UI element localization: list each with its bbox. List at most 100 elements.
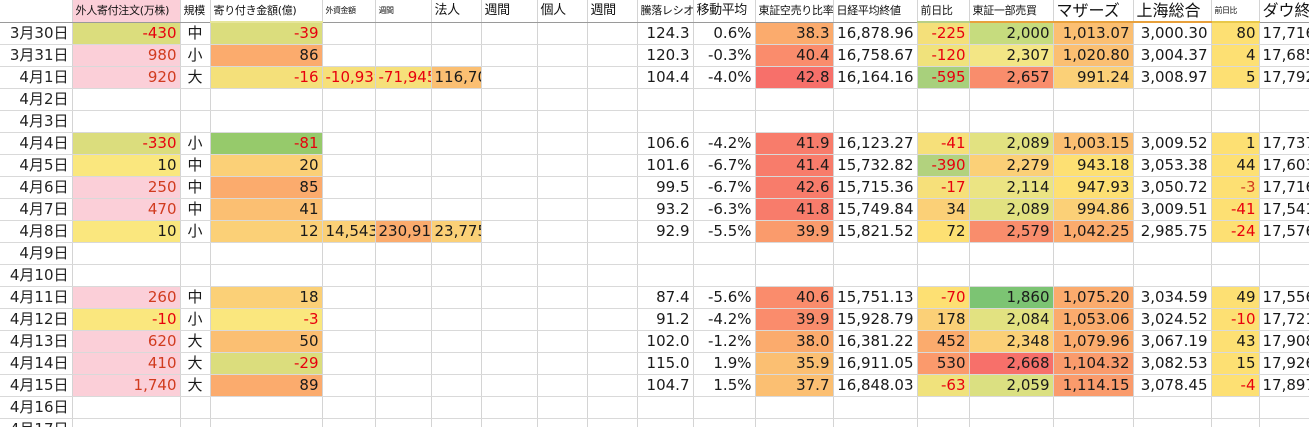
cell-shanghai[interactable]: 3,082.53 <box>1133 352 1212 375</box>
cell-houjin[interactable] <box>431 198 482 221</box>
cell-houjin_w[interactable] <box>481 198 538 221</box>
row-date[interactable]: 4月7日 <box>0 198 73 221</box>
cell-karauri[interactable]: 41.8 <box>755 198 834 221</box>
cell-touraku[interactable]: 93.2 <box>637 198 694 221</box>
cell-touraku[interactable] <box>637 418 694 427</box>
column-header-gaishi[interactable]: 外資金額 <box>322 0 376 23</box>
cell-karauri[interactable]: 38.0 <box>755 330 834 353</box>
cell-gaijin[interactable]: 10 <box>72 220 181 243</box>
cell-zenjitsu2[interactable]: -41 <box>1211 198 1260 221</box>
cell-gaishi[interactable] <box>322 110 376 133</box>
cell-houjin[interactable] <box>431 396 482 419</box>
cell-touraku[interactable] <box>637 264 694 287</box>
cell-touraku[interactable]: 102.0 <box>637 330 694 353</box>
cell-gaishi_w[interactable] <box>375 286 432 309</box>
cell-houjin[interactable] <box>431 330 482 353</box>
cell-touraku[interactable]: 92.9 <box>637 220 694 243</box>
cell-zenjitsu1[interactable]: -70 <box>917 286 970 309</box>
cell-houjin[interactable] <box>431 132 482 155</box>
cell-houjin_w[interactable] <box>481 220 538 243</box>
cell-zenjitsu2[interactable]: 49 <box>1211 286 1260 309</box>
cell-kojin[interactable] <box>537 418 588 427</box>
cell-kojin[interactable] <box>537 110 588 133</box>
column-header-touhou[interactable]: 東証一部売買 <box>969 0 1054 23</box>
cell-nikkei[interactable] <box>833 396 918 419</box>
cell-gaishi[interactable] <box>322 198 376 221</box>
table-row[interactable]: 4月11日 260 中 18 87.4 -5.6% 40.6 15,751.13 -70 1,86… <box>0 286 1309 309</box>
column-header-mothers[interactable]: マザーズ <box>1053 0 1134 23</box>
cell-mothers[interactable]: 994.86 <box>1053 198 1134 221</box>
cell-size[interactable]: 小 <box>180 44 211 67</box>
cell-kojin_w[interactable] <box>587 110 638 133</box>
cell-shanghai[interactable] <box>1133 242 1212 265</box>
cell-touhou[interactable]: 2,279 <box>969 154 1054 177</box>
cell-zenjitsu1[interactable]: -225 <box>917 22 970 45</box>
cell-idou[interactable]: 1.5% <box>693 374 756 397</box>
cell-houjin_w[interactable] <box>481 88 538 111</box>
cell-idou[interactable]: 1.9% <box>693 352 756 375</box>
column-header-size[interactable]: 規模 <box>180 0 211 23</box>
cell-kojin_w[interactable] <box>587 396 638 419</box>
cell-nikkei[interactable]: 16,123.27 <box>833 132 918 155</box>
cell-houjin[interactable] <box>431 176 482 199</box>
cell-zenjitsu2[interactable]: -24 <box>1211 220 1260 243</box>
cell-kojin[interactable] <box>537 44 588 67</box>
cell-shanghai[interactable]: 3,008.97 <box>1133 66 1212 89</box>
cell-mothers[interactable] <box>1053 242 1134 265</box>
cell-yoritsuki[interactable]: -29 <box>210 352 323 375</box>
cell-zenjitsu1[interactable]: -120 <box>917 44 970 67</box>
cell-touraku[interactable] <box>637 110 694 133</box>
cell-shanghai[interactable] <box>1133 396 1212 419</box>
cell-houjin_w[interactable] <box>481 264 538 287</box>
cell-size[interactable]: 大 <box>180 352 211 375</box>
cell-kojin_w[interactable] <box>587 330 638 353</box>
cell-zenjitsu2[interactable] <box>1211 88 1260 111</box>
cell-houjin_w[interactable] <box>481 330 538 353</box>
row-date[interactable]: 4月14日 <box>0 352 73 375</box>
cell-size[interactable]: 大 <box>180 330 211 353</box>
cell-gaishi[interactable]: 14,543 <box>322 220 376 243</box>
cell-gaishi[interactable] <box>322 396 376 419</box>
cell-kojin_w[interactable] <box>587 242 638 265</box>
cell-touraku[interactable]: 124.3 <box>637 22 694 45</box>
cell-houjin_w[interactable] <box>481 66 538 89</box>
cell-karauri[interactable]: 35.9 <box>755 352 834 375</box>
cell-touhou[interactable] <box>969 242 1054 265</box>
cell-gaijin[interactable] <box>72 88 181 111</box>
cell-touraku[interactable] <box>637 242 694 265</box>
cell-size[interactable]: 大 <box>180 374 211 397</box>
cell-size[interactable]: 中 <box>180 154 211 177</box>
table-row[interactable]: 4月9日 <box>0 242 1309 265</box>
cell-gaishi_w[interactable] <box>375 396 432 419</box>
cell-shanghai[interactable]: 3,024.52 <box>1133 308 1212 331</box>
cell-mothers[interactable]: 947.93 <box>1053 176 1134 199</box>
cell-touraku[interactable] <box>637 396 694 419</box>
table-row[interactable]: 3月30日 -430 中 -39 124.3 0.6% 38.3 16,878.96 -225 2… <box>0 22 1309 45</box>
cell-touraku[interactable]: 106.6 <box>637 132 694 155</box>
cell-idou[interactable]: -5.6% <box>693 286 756 309</box>
cell-nikkei[interactable]: 15,732.82 <box>833 154 918 177</box>
table-row[interactable]: 4月5日 10 中 20 101.6 -6.7% 41.4 15,732.82 -390 2,27… <box>0 154 1309 177</box>
cell-gaijin[interactable]: -330 <box>72 132 181 155</box>
cell-size[interactable]: 中 <box>180 22 211 45</box>
cell-karauri[interactable]: 37.7 <box>755 374 834 397</box>
cell-karauri[interactable] <box>755 396 834 419</box>
cell-size[interactable] <box>180 264 211 287</box>
cell-zenjitsu1[interactable]: 530 <box>917 352 970 375</box>
cell-houjin[interactable] <box>431 22 482 45</box>
cell-gaishi_w[interactable] <box>375 242 432 265</box>
cell-touraku[interactable]: 104.7 <box>637 374 694 397</box>
cell-gaishi[interactable] <box>322 176 376 199</box>
column-header-zenjitsu2[interactable]: 前日比 <box>1211 0 1260 23</box>
cell-gaijin[interactable]: 920 <box>72 66 181 89</box>
row-date[interactable]: 4月11日 <box>0 286 73 309</box>
cell-touhou[interactable]: 2,089 <box>969 132 1054 155</box>
cell-karauri[interactable] <box>755 264 834 287</box>
column-header-houjin[interactable]: 法人 <box>431 0 482 23</box>
row-date[interactable]: 4月15日 <box>0 374 73 397</box>
cell-nikkei[interactable] <box>833 242 918 265</box>
cell-yoritsuki[interactable]: 41 <box>210 198 323 221</box>
cell-gaishi[interactable] <box>322 374 376 397</box>
cell-gaishi_w[interactable] <box>375 88 432 111</box>
cell-gaijin[interactable]: 260 <box>72 286 181 309</box>
